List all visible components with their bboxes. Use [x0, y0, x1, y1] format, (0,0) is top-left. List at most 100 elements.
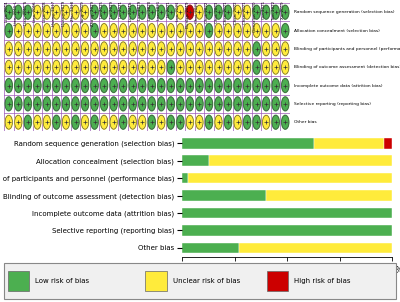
Circle shape [234, 42, 241, 56]
Circle shape [196, 97, 203, 111]
Circle shape [186, 79, 194, 92]
Circle shape [253, 97, 260, 111]
Circle shape [120, 42, 127, 56]
Circle shape [110, 97, 117, 111]
Circle shape [272, 24, 279, 37]
Circle shape [148, 97, 155, 111]
Circle shape [120, 97, 127, 111]
Circle shape [282, 24, 289, 37]
Circle shape [15, 79, 22, 92]
Bar [182, 155, 209, 166]
Circle shape [91, 5, 98, 19]
Circle shape [62, 42, 70, 56]
Circle shape [148, 42, 155, 56]
Circle shape [5, 42, 12, 56]
Circle shape [15, 42, 22, 56]
Circle shape [62, 24, 70, 37]
Bar [182, 225, 392, 236]
Bar [188, 173, 392, 184]
Circle shape [43, 97, 50, 111]
Circle shape [100, 5, 108, 19]
Circle shape [224, 115, 232, 129]
Circle shape [5, 79, 12, 92]
Text: Choi, 2023: Choi, 2023 [214, 1, 218, 23]
Circle shape [34, 79, 41, 92]
Circle shape [262, 5, 270, 19]
Circle shape [120, 24, 127, 37]
Circle shape [186, 42, 194, 56]
Circle shape [224, 24, 232, 37]
Circle shape [15, 60, 22, 74]
Circle shape [215, 42, 222, 56]
Text: Lee, 2020: Lee, 2020 [148, 1, 152, 21]
Circle shape [82, 60, 89, 74]
Circle shape [148, 24, 155, 37]
Circle shape [34, 42, 41, 56]
Circle shape [253, 24, 260, 37]
Text: Huang, 2019: Huang, 2019 [62, 1, 66, 27]
Circle shape [262, 115, 270, 129]
Circle shape [253, 42, 260, 56]
Circle shape [91, 115, 98, 129]
Circle shape [82, 24, 89, 37]
Circle shape [110, 79, 117, 92]
Circle shape [129, 60, 136, 74]
Bar [145, 271, 167, 291]
Circle shape [110, 60, 117, 74]
Bar [182, 138, 314, 149]
Text: Incomplete outcome data (attrition bias): Incomplete outcome data (attrition bias) [294, 84, 382, 88]
Circle shape [272, 5, 279, 19]
Circle shape [15, 5, 22, 19]
Circle shape [62, 115, 70, 129]
Circle shape [234, 24, 241, 37]
Text: Yang, 2019: Yang, 2019 [81, 1, 85, 23]
Circle shape [177, 5, 184, 19]
Bar [182, 190, 266, 201]
Circle shape [5, 60, 12, 74]
Circle shape [215, 24, 222, 37]
Circle shape [205, 5, 212, 19]
Circle shape [43, 60, 50, 74]
Circle shape [282, 115, 289, 129]
Circle shape [82, 42, 89, 56]
Circle shape [205, 42, 212, 56]
Circle shape [262, 79, 270, 92]
Text: Zhang, 2019: Zhang, 2019 [90, 1, 94, 26]
Text: Liao, 2014: Liao, 2014 [5, 1, 9, 22]
Circle shape [244, 97, 251, 111]
Circle shape [53, 42, 60, 56]
Circle shape [15, 24, 22, 37]
Circle shape [120, 5, 127, 19]
Circle shape [167, 79, 174, 92]
Text: Luo, 2021: Luo, 2021 [176, 1, 180, 21]
Circle shape [53, 24, 60, 37]
Text: Lu, 2015: Lu, 2015 [100, 1, 104, 18]
Circle shape [82, 5, 89, 19]
Circle shape [167, 42, 174, 56]
Circle shape [253, 79, 260, 92]
Circle shape [234, 115, 241, 129]
Circle shape [100, 115, 108, 129]
Circle shape [262, 42, 270, 56]
Circle shape [177, 115, 184, 129]
Circle shape [34, 97, 41, 111]
Text: Selective reporting (reporting bias): Selective reporting (reporting bias) [294, 102, 371, 106]
Circle shape [139, 42, 146, 56]
Circle shape [72, 42, 79, 56]
Circle shape [148, 115, 155, 129]
Circle shape [120, 115, 127, 129]
Bar [8, 271, 30, 291]
Circle shape [253, 115, 260, 129]
Text: Gu, 2021: Gu, 2021 [262, 1, 266, 19]
Circle shape [62, 97, 70, 111]
Circle shape [43, 5, 50, 19]
Circle shape [282, 79, 289, 92]
Circle shape [158, 97, 165, 111]
Text: Lu, 2021: Lu, 2021 [119, 1, 123, 18]
Circle shape [139, 60, 146, 74]
Text: Lee, 2019: Lee, 2019 [138, 1, 142, 21]
Circle shape [15, 97, 22, 111]
Circle shape [139, 24, 146, 37]
Circle shape [43, 79, 50, 92]
Circle shape [139, 5, 146, 19]
